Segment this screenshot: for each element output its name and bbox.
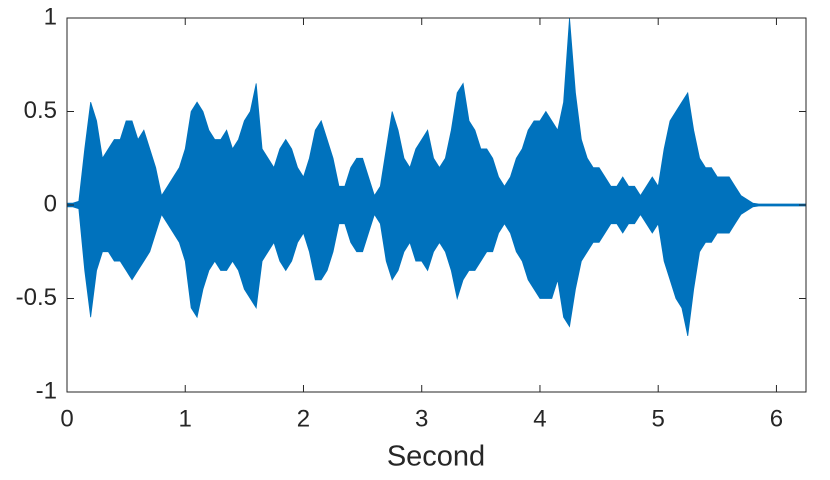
x-tick-label: 2 [297, 405, 310, 432]
y-tick-label: 1 [44, 3, 57, 30]
x-tick-label: 6 [770, 405, 783, 432]
x-tick-label: 0 [60, 405, 73, 432]
waveform-envelope [66, 204, 807, 336]
x-axis-label: Second [387, 441, 485, 473]
y-tick-label: 0 [44, 190, 57, 217]
y-tick-label: -0.5 [16, 284, 57, 311]
x-tick-label: 5 [652, 405, 665, 432]
y-tick-label: -1 [36, 377, 57, 404]
waveform-envelope [66, 17, 807, 206]
y-tick-label: 0.5 [24, 97, 57, 124]
x-tick-label: 1 [179, 405, 192, 432]
x-tick-label: 4 [533, 405, 546, 432]
x-tick-label: 3 [415, 405, 428, 432]
